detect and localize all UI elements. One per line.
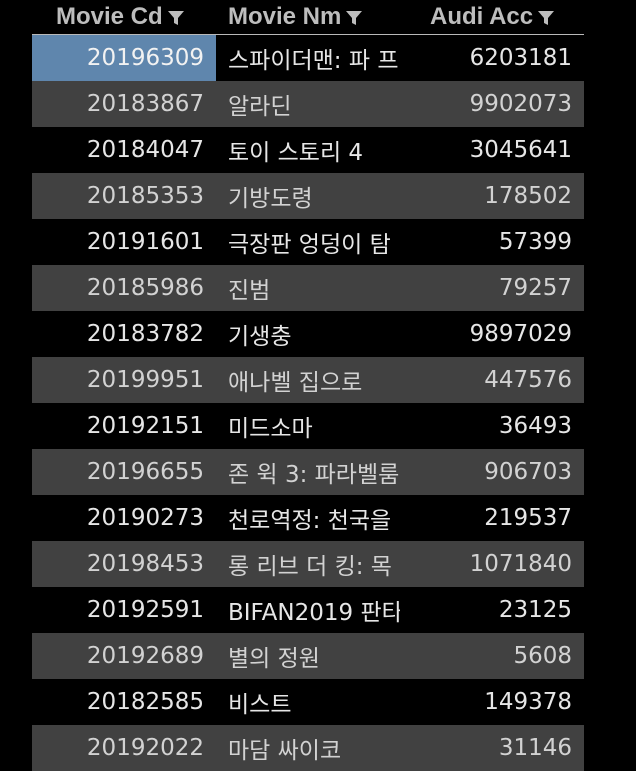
filter-icon[interactable] — [345, 9, 363, 27]
cell-movie-nm[interactable]: BIFAN2019 판타 — [228, 600, 400, 626]
cell-audi-acc[interactable]: 149378 — [484, 689, 572, 715]
column-header-label: Movie Nm — [228, 3, 342, 30]
cell-movie-nm[interactable]: 극장판 엉덩이 탐 — [228, 232, 391, 258]
cell-audi-acc[interactable]: 57399 — [498, 229, 572, 255]
cell-movie-nm[interactable]: 비스트 — [228, 692, 292, 718]
filter-icon[interactable] — [167, 9, 185, 27]
cell-movie-nm[interactable]: 롱 리브 더 킹: 목 — [228, 554, 392, 580]
cell-audi-acc[interactable]: 9902073 — [469, 91, 572, 117]
cell-movie-cd[interactable]: 20192689 — [86, 643, 204, 669]
cell-movie-cd[interactable]: 20191601 — [86, 229, 204, 255]
table-row[interactable]: 20183782 기생충 9897029 — [32, 311, 584, 357]
cell-movie-nm[interactable]: 마담 싸이코 — [228, 738, 342, 764]
cell-movie-cd[interactable]: 20196309 — [32, 35, 216, 81]
table-row[interactable]: 20196655 존 윅 3: 파라벨룸 906703 — [32, 449, 584, 495]
table-row[interactable]: 20190273 천로역정: 천국을 219537 — [32, 495, 584, 541]
table-row[interactable]: 20192151 미드소마 36493 — [32, 403, 584, 449]
cell-movie-cd[interactable]: 20198453 — [86, 551, 204, 577]
cell-movie-nm[interactable]: 미드소마 — [228, 416, 313, 442]
table-row[interactable]: 20196309 스파이더맨: 파 프 6203181 — [32, 35, 584, 81]
cell-movie-cd[interactable]: 20182585 — [86, 689, 204, 715]
table-row[interactable]: 20199951 애나벨 집으로 447576 — [32, 357, 584, 403]
cell-movie-nm[interactable]: 기생충 — [228, 324, 292, 350]
cell-movie-nm[interactable]: 기방도령 — [228, 186, 313, 212]
cell-movie-nm[interactable]: 알라딘 — [228, 94, 292, 120]
cell-movie-cd[interactable]: 20199951 — [86, 367, 204, 393]
table-row[interactable]: 20192591 BIFAN2019 판타 23125 — [32, 587, 584, 633]
table-row[interactable]: 20182585 비스트 149378 — [32, 679, 584, 725]
cell-audi-acc[interactable]: 219537 — [484, 505, 572, 531]
cell-audi-acc[interactable]: 36493 — [498, 413, 572, 439]
cell-audi-acc[interactable]: 6203181 — [469, 45, 572, 71]
cell-movie-nm[interactable]: 애나벨 집으로 — [228, 370, 363, 396]
cell-movie-cd[interactable]: 20185353 — [86, 183, 204, 209]
table-row[interactable]: 20185986 진범 79257 — [32, 265, 584, 311]
cell-audi-acc[interactable]: 178502 — [484, 183, 572, 209]
cell-movie-nm[interactable]: 천로역정: 천국을 — [228, 508, 392, 534]
table-row[interactable]: 20184047 토이 스토리 4 3045641 — [32, 127, 584, 173]
cell-movie-cd[interactable]: 20192151 — [86, 413, 204, 439]
cell-movie-nm[interactable]: 스파이더맨: 파 프 — [228, 48, 399, 74]
table-row[interactable]: 20185353 기방도령 178502 — [32, 173, 584, 219]
table-row[interactable]: 20183867 알라딘 9902073 — [32, 81, 584, 127]
cell-movie-cd[interactable]: 20196655 — [86, 459, 204, 485]
column-header-movie-cd[interactable]: Movie Cd — [56, 0, 185, 34]
cell-movie-cd[interactable]: 20192591 — [86, 597, 204, 623]
cell-movie-nm[interactable]: 진범 — [228, 278, 271, 304]
table-body: 20196309 스파이더맨: 파 프 6203181 20183867 알라딘 9902… — [32, 35, 584, 771]
column-header-movie-nm[interactable]: Movie Nm — [228, 0, 363, 34]
cell-audi-acc[interactable]: 9897029 — [469, 321, 572, 347]
cell-movie-nm[interactable]: 존 윅 3: 파라벨룸 — [228, 462, 400, 488]
cell-audi-acc[interactable]: 31146 — [498, 735, 572, 761]
cell-audi-acc[interactable]: 3045641 — [469, 137, 572, 163]
table-header: Movie Cd Movie Nm Audi Acc — [32, 0, 584, 35]
cell-audi-acc[interactable]: 5608 — [513, 643, 572, 669]
cell-audi-acc[interactable]: 906703 — [484, 459, 572, 485]
cell-movie-cd[interactable]: 20184047 — [86, 137, 204, 163]
cell-movie-cd[interactable]: 20192022 — [86, 735, 204, 761]
table-row[interactable]: 20198453 롱 리브 더 킹: 목 1071840 — [32, 541, 584, 587]
cell-movie-cd[interactable]: 20190273 — [86, 505, 204, 531]
table-row[interactable]: 20191601 극장판 엉덩이 탐 57399 — [32, 219, 584, 265]
cell-movie-cd[interactable]: 20183867 — [86, 91, 204, 117]
column-header-label: Audi Acc — [430, 3, 534, 30]
cell-audi-acc[interactable]: 79257 — [498, 275, 572, 301]
cell-audi-acc[interactable]: 23125 — [498, 597, 572, 623]
table-row[interactable]: 20192689 별의 정원 5608 — [32, 633, 584, 679]
table-row[interactable]: 20192022 마담 싸이코 31146 — [32, 725, 584, 771]
column-header-label: Movie Cd — [56, 3, 163, 30]
cell-audi-acc[interactable]: 447576 — [484, 367, 572, 393]
column-header-audi-acc[interactable]: Audi Acc — [430, 0, 555, 34]
cell-movie-cd[interactable]: 20183782 — [86, 321, 204, 347]
cell-movie-cd[interactable]: 20185986 — [86, 275, 204, 301]
filter-icon[interactable] — [537, 9, 555, 27]
cell-movie-nm[interactable]: 별의 정원 — [228, 646, 320, 672]
cell-movie-nm[interactable]: 토이 스토리 4 — [228, 140, 364, 166]
movie-table: Movie Cd Movie Nm Audi Acc 20196309 스파이더맨… — [32, 0, 584, 771]
cell-audi-acc[interactable]: 1071840 — [469, 551, 572, 577]
